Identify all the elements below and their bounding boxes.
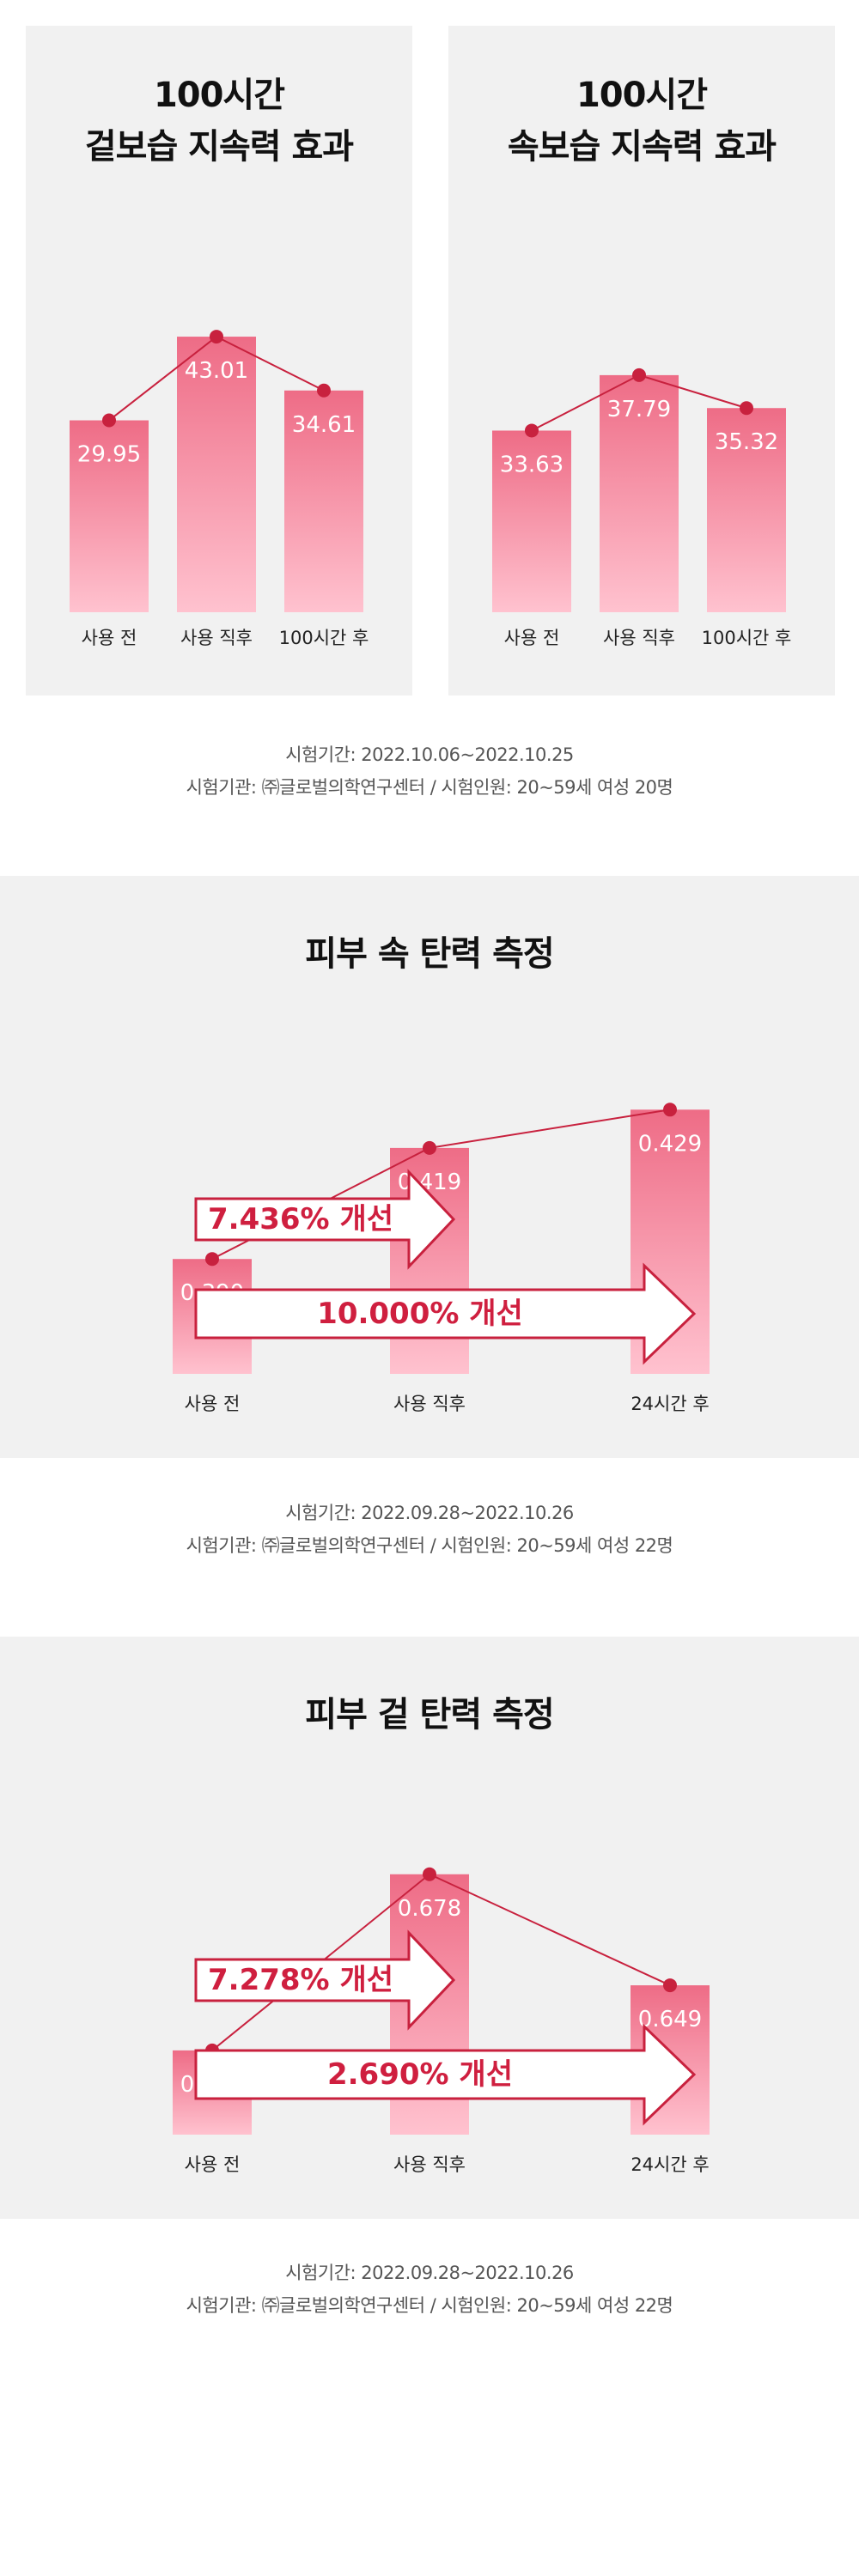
panel-outer-moisture: 100시간 겉보습 지속력 효과 29.95 43.01 34.61 사용 전 사용 직…: [26, 26, 412, 696]
category-label: 사용 직후: [393, 2154, 466, 2175]
test-institution: 시험기관: ㈜글로벌의학연구센터 / 시험인원: 20~59세 여성 20명: [186, 777, 673, 798]
category-label: 24시간 후: [631, 2154, 709, 2175]
panel-title-line1: 100시간: [153, 76, 285, 115]
test-info-note: 시험기간: 2022.10.06~2022.10.25 시험기관: ㈜글로벌의학…: [0, 738, 859, 804]
category-label: 사용 전: [185, 1394, 241, 1414]
data-point: [663, 1978, 677, 1993]
category-label: 사용 직후: [180, 628, 253, 648]
bar: [70, 420, 149, 612]
data-label: 33.63: [500, 452, 564, 477]
data-point: [663, 1103, 677, 1117]
category-label: 100시간 후: [702, 628, 792, 648]
improvement-arrow: [194, 1929, 456, 2031]
panel-title: 피부 속 탄력 측정: [305, 934, 554, 974]
improvement-label: 7.436% 개선: [208, 1202, 393, 1236]
panel-title-line1: 100시간: [576, 76, 708, 115]
test-period: 시험기간: 2022.10.06~2022.10.25: [285, 744, 574, 765]
outer-moisture-chart: 29.95 43.01 34.61 사용 전 사용 직후 100시간 후: [70, 330, 369, 648]
improvement-label: 10.000% 개선: [317, 1297, 523, 1331]
data-label: 0.678: [398, 1896, 461, 1922]
panel-title: 피부 겉 탄력 측정: [305, 1695, 554, 1735]
category-label: 사용 전: [504, 628, 560, 648]
data-label: 0.649: [638, 2007, 702, 2032]
bar: [177, 337, 256, 612]
data-point: [210, 330, 223, 344]
bar: [707, 408, 786, 612]
data-point: [423, 1140, 436, 1155]
category-label: 100시간 후: [279, 628, 369, 648]
improvement-arrow: [194, 1262, 697, 1365]
improvement-label: 2.690% 개선: [327, 2057, 513, 2092]
data-label: 34.61: [292, 412, 356, 438]
data-point: [632, 368, 646, 382]
test-institution: 시험기관: ㈜글로벌의학연구센터 / 시험인원: 20~59세 여성 22명: [186, 2295, 673, 2316]
test-info-note: 시험기간: 2022.09.28~2022.10.26 시험기관: ㈜글로벌의학…: [0, 2257, 859, 2322]
data-point: [423, 1867, 436, 1881]
data-label: 0.419: [398, 1170, 461, 1195]
data-point: [525, 423, 539, 438]
data-label: 0.429: [638, 1131, 702, 1157]
category-label: 사용 전: [82, 628, 137, 648]
data-point: [205, 1252, 219, 1267]
panel-title-line2: 겉보습 지속력 효과: [84, 127, 354, 167]
test-institution: 시험기관: ㈜글로벌의학연구센터 / 시험인원: 20~59세 여성 22명: [186, 1535, 673, 1556]
inner-moisture-chart: 33.63 37.79 35.32 사용 전 사용 직후 100시간 후: [492, 368, 792, 648]
test-period: 시험기간: 2022.09.28~2022.10.26: [285, 1503, 574, 1523]
category-label: 사용 직후: [603, 628, 675, 648]
improvement-arrow: [194, 1169, 456, 1270]
data-point: [740, 401, 753, 416]
category-label: 사용 직후: [393, 1394, 466, 1414]
improvement-arrow: [194, 2023, 697, 2126]
category-label: 사용 전: [185, 2154, 241, 2175]
bar: [284, 390, 363, 612]
data-label: 35.32: [715, 429, 778, 455]
test-period: 시험기간: 2022.09.28~2022.10.26: [285, 2263, 574, 2283]
panel-inner-moisture: 100시간 속보습 지속력 효과 33.63 37.79 35.32 사용 전 사용 직…: [448, 26, 835, 696]
data-label: 29.95: [77, 442, 141, 468]
improvement-label: 7.278% 개선: [208, 1963, 393, 1997]
panel-title-line2: 속보습 지속력 효과: [507, 127, 777, 167]
data-label: 37.79: [607, 397, 671, 422]
category-label: 24시간 후: [631, 1394, 709, 1414]
bar: [492, 430, 571, 612]
bar: [600, 374, 679, 612]
data-point: [317, 383, 331, 398]
data-point: [102, 413, 116, 428]
test-info-note: 시험기간: 2022.09.28~2022.10.26 시험기관: ㈜글로벌의학…: [0, 1497, 859, 1562]
data-label: 43.01: [185, 358, 248, 384]
